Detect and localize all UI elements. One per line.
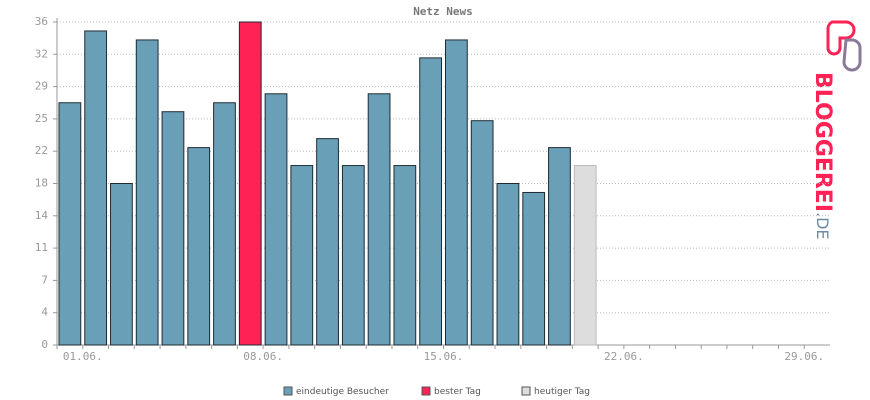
y-tick-label: 14 <box>35 209 49 222</box>
bar <box>58 102 82 346</box>
x-tick-label: 01.06. <box>63 350 103 363</box>
y-tick-label: 18 <box>35 177 48 190</box>
bar <box>84 30 108 346</box>
bar <box>522 191 546 346</box>
y-tick-label: 32 <box>35 47 48 60</box>
bar <box>445 39 468 346</box>
x-tick-label: 22.06. <box>604 350 644 363</box>
legend-label: heutiger Tag <box>534 387 590 397</box>
bar <box>548 147 571 346</box>
logo-icon <box>826 20 856 56</box>
bar <box>161 111 185 346</box>
bar <box>470 120 494 346</box>
y-tick-label: 7 <box>41 273 48 286</box>
bar <box>135 39 159 346</box>
y-tick-label: 29 <box>35 80 48 93</box>
y-tick-label: 25 <box>35 112 48 125</box>
legend-label: bester Tag <box>434 387 481 397</box>
chart-title: Netz News <box>413 5 473 18</box>
y-tick-label: 0 <box>41 338 48 351</box>
logo-icon <box>842 38 862 72</box>
bar <box>264 93 288 346</box>
logo-suffix: .DE <box>814 212 833 240</box>
y-tick-label: 4 <box>41 306 48 319</box>
y-tick-label: 22 <box>35 144 48 157</box>
bar <box>419 57 443 346</box>
bar <box>573 165 597 346</box>
x-tick-label: 08.06. <box>243 350 283 363</box>
legend-swatch <box>283 386 293 396</box>
bar <box>110 183 133 346</box>
logo-text: BLOGGEREI.DE <box>810 72 835 240</box>
logo-name: BLOGGEREI <box>810 72 835 212</box>
bar <box>367 93 391 346</box>
x-tick-label: 15.06. <box>424 350 464 363</box>
x-tick-label: 29.06. <box>784 350 824 363</box>
legend-swatch <box>521 386 531 396</box>
logo: BLOGGEREI.DE <box>810 20 862 240</box>
bar <box>238 21 262 346</box>
bar <box>496 183 520 346</box>
bar <box>213 102 236 346</box>
bar <box>341 165 365 346</box>
legend-label: eindeutige Besucher <box>296 387 389 397</box>
bar <box>316 138 339 346</box>
bar <box>290 165 314 346</box>
y-tick-label: 36 <box>35 15 48 28</box>
y-tick-label: 11 <box>35 241 48 254</box>
legend-swatch <box>421 386 431 396</box>
bar <box>393 165 417 346</box>
bar <box>187 147 211 346</box>
